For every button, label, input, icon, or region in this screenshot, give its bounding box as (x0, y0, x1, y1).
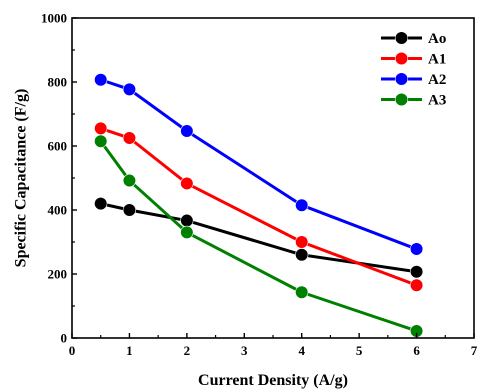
data-point-a3 (122, 173, 137, 188)
y-tick-label: 0 (61, 331, 68, 346)
data-point-ao (295, 248, 309, 262)
y-tick-label: 800 (48, 75, 68, 90)
legend-marker-a1 (394, 51, 409, 66)
data-point-a1 (295, 235, 309, 249)
data-point-a1 (409, 278, 424, 292)
data-point-ao (122, 203, 137, 217)
legend-label-ao: Ao (428, 31, 446, 47)
data-point-a3 (180, 225, 194, 239)
data-point-ao (180, 213, 194, 228)
x-tick-label: 3 (241, 343, 248, 358)
series-line-ao (100, 202, 417, 274)
x-tick-label: 4 (298, 343, 305, 358)
y-tick-label: 400 (48, 203, 68, 218)
x-axis-title: Current Density (A/g) (198, 372, 348, 389)
x-tick-label: 2 (184, 343, 191, 358)
data-point-ao (409, 265, 424, 279)
x-tick-label: 5 (356, 343, 363, 358)
legend-label-a1: A1 (428, 52, 446, 68)
data-point-a2 (295, 198, 309, 212)
legend-marker-a2 (394, 72, 409, 86)
data-point-a2 (180, 124, 194, 138)
legend-label-a2: A2 (428, 72, 446, 88)
series-line-a3 (99, 140, 418, 333)
y-tick-label: 600 (48, 139, 68, 154)
data-point-a2 (122, 82, 137, 96)
data-point-a1 (122, 131, 137, 145)
series-layer (94, 73, 424, 338)
y-tick-label: 1000 (41, 11, 67, 26)
legend-label-a3: A3 (428, 93, 446, 109)
y-axis-title: Specific Capacitance (F/g) (13, 89, 30, 268)
legend-marker-a3 (394, 92, 409, 107)
y-tick-label: 200 (48, 267, 68, 282)
legend-layer: Ao A1 A2 A3 (381, 31, 446, 109)
x-tick-label: 6 (413, 343, 420, 358)
x-tick-label: 0 (69, 343, 76, 358)
data-point-a1 (180, 176, 194, 191)
axes-layer: 0 1 2 3 4 5 6 7 0 200 400 600 800 1000 (41, 11, 478, 359)
data-point-a1 (94, 121, 108, 135)
series-line-a1 (100, 126, 418, 287)
x-tick-label: 7 (471, 343, 478, 358)
data-point-ao (94, 197, 108, 211)
data-point-a2 (94, 73, 108, 87)
series-line-a2 (100, 78, 418, 251)
x-tick-label: 1 (126, 343, 133, 358)
data-point-a3 (94, 134, 108, 148)
data-point-a3 (295, 285, 309, 299)
legend-marker-ao (394, 31, 409, 45)
data-point-a2 (409, 242, 424, 256)
